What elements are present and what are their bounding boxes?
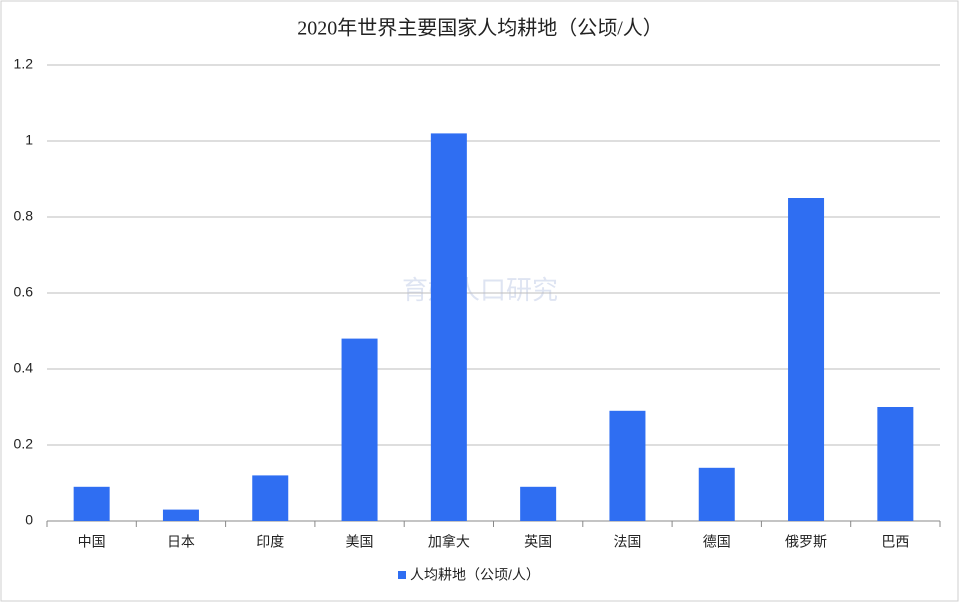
x-tick-label: 日本	[167, 534, 195, 550]
x-tick-label: 英国	[524, 534, 552, 550]
x-tick-label: 巴西	[881, 534, 909, 550]
bar	[609, 410, 646, 521]
x-tick-label: 美国	[346, 534, 374, 550]
chart-title: 2020年世界主要国家人均耕地（公顷/人）	[297, 17, 663, 40]
legend-label: 人均耕地（公顷/人）	[410, 567, 540, 583]
y-tick-label: 0.8	[14, 208, 34, 224]
x-tick-label: 法国	[613, 534, 641, 550]
y-tick-label: 1	[25, 132, 33, 148]
bar	[520, 486, 557, 521]
bar	[877, 407, 914, 521]
legend-swatch	[398, 571, 406, 579]
x-tick-label: 加拿大	[428, 534, 470, 550]
bar	[341, 338, 378, 521]
x-tick-label: 印度	[256, 534, 284, 550]
watermark: 育娲人口研究	[402, 275, 558, 305]
y-tick-label: 0.6	[14, 284, 34, 300]
y-tick-label: 0.2	[14, 436, 34, 452]
bar	[73, 486, 110, 521]
y-tick-label: 0.4	[14, 360, 34, 376]
bar	[252, 475, 289, 521]
bar	[788, 198, 825, 521]
y-tick-label: 1.2	[14, 56, 34, 72]
y-tick-label: 0	[25, 512, 33, 528]
x-tick-label: 俄罗斯	[785, 534, 827, 550]
x-tick-label: 德国	[703, 534, 731, 550]
bar	[162, 509, 199, 521]
bar	[430, 133, 467, 521]
x-tick-label: 中国	[78, 534, 106, 550]
bar	[698, 467, 735, 521]
